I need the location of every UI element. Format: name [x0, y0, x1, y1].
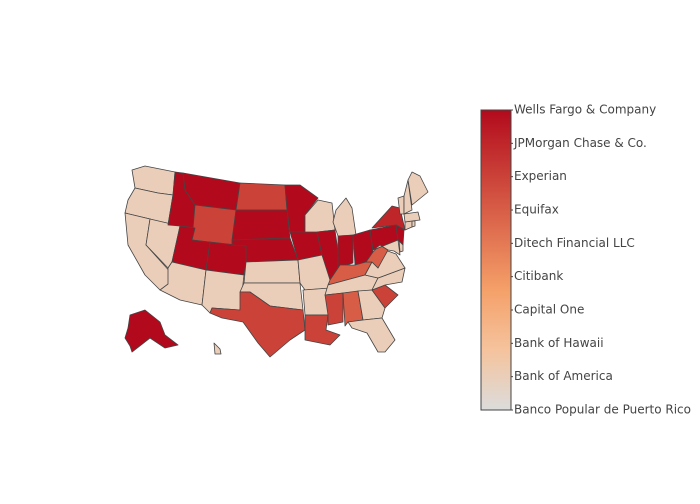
state	[124, 309, 179, 353]
state	[403, 179, 413, 215]
colorbar-tick-label: JPMorgan Chase & Co.	[513, 136, 647, 150]
state	[243, 259, 301, 284]
state	[357, 289, 386, 321]
state	[371, 205, 406, 231]
state	[404, 220, 413, 231]
state	[235, 182, 288, 211]
map	[124, 165, 429, 358]
state	[332, 197, 357, 237]
state	[191, 204, 237, 246]
colorbar-tick-label: Capital One	[514, 303, 584, 317]
state	[205, 241, 247, 276]
colorbar-tick-label: Equifax	[514, 203, 559, 217]
colorbar-tick-label: Bank of Hawaii	[514, 336, 604, 350]
colorbar-tick-label: Bank of America	[514, 369, 613, 383]
state	[213, 342, 222, 355]
colorbar	[480, 109, 512, 411]
state	[337, 234, 354, 269]
colorbar-tick-label: Ditech Financial LLC	[514, 236, 635, 250]
state	[231, 209, 291, 241]
colorbar-tick-label: Banco Popular de Puerto Rico	[514, 403, 691, 417]
state	[201, 269, 245, 314]
state	[324, 292, 344, 326]
state	[347, 317, 396, 353]
state	[407, 171, 429, 206]
state	[411, 220, 416, 228]
state	[403, 211, 421, 223]
colorbar-tick-label: Citibank	[514, 269, 563, 283]
state	[395, 224, 405, 246]
colorbar-tick-label: Experian	[514, 169, 567, 183]
state	[209, 291, 306, 358]
colorbar-tick-label: Wells Fargo & Company	[514, 103, 656, 117]
